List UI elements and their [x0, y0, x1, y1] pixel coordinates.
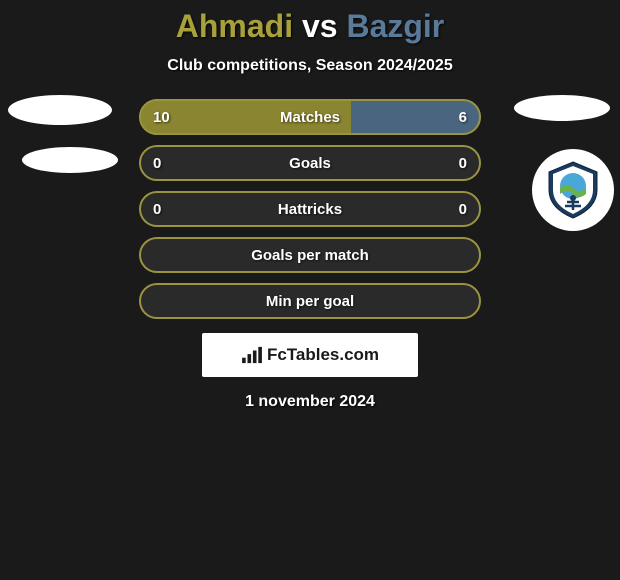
stat-left-value: 0: [153, 201, 161, 218]
player1-avatar-placeholder-2: [22, 147, 118, 173]
page-title: Ahmadi vs Bazgir: [0, 8, 620, 45]
stat-row: Min per goal: [139, 283, 481, 319]
subtitle: Club competitions, Season 2024/2025: [0, 57, 620, 75]
player2-club-logo-container: [532, 149, 614, 231]
player2-avatar-placeholder: [514, 95, 610, 121]
brand-text: FcTables.com: [267, 345, 379, 365]
stat-right-value: 0: [459, 155, 467, 172]
stat-label: Min per goal: [266, 293, 354, 310]
stat-label: Goals: [289, 155, 331, 172]
player1-avatar-placeholder-1: [8, 95, 112, 125]
stat-row: 0 0 Goals: [139, 145, 481, 181]
stat-row: 10 6 Matches: [139, 99, 481, 135]
stat-rows: 10 6 Matches 0 0 Goals 0 0 Hattricks Goals per ma…: [139, 99, 481, 319]
stat-label: Matches: [280, 109, 340, 126]
stat-label: Goals per match: [251, 247, 369, 264]
stat-left-value: 0: [153, 155, 161, 172]
stat-row: 0 0 Hattricks: [139, 191, 481, 227]
player1-name: Ahmadi: [176, 8, 293, 44]
player2-name: Bazgir: [346, 8, 444, 44]
club-logo-icon: [543, 160, 603, 220]
brand-chart-icon: [241, 346, 263, 364]
stat-right-value: 6: [459, 109, 467, 126]
stat-left-value: 10: [153, 109, 170, 126]
brand-logo-box: FcTables.com: [202, 333, 418, 377]
date-text: 1 november 2024: [0, 393, 620, 411]
stat-right-value: 0: [459, 201, 467, 218]
stats-area: 10 6 Matches 0 0 Goals 0 0 Hattricks Goals per ma…: [0, 99, 620, 411]
brand-logo: FcTables.com: [241, 345, 379, 365]
stat-row: Goals per match: [139, 237, 481, 273]
vs-text: vs: [293, 8, 346, 44]
stat-label: Hattricks: [278, 201, 342, 218]
